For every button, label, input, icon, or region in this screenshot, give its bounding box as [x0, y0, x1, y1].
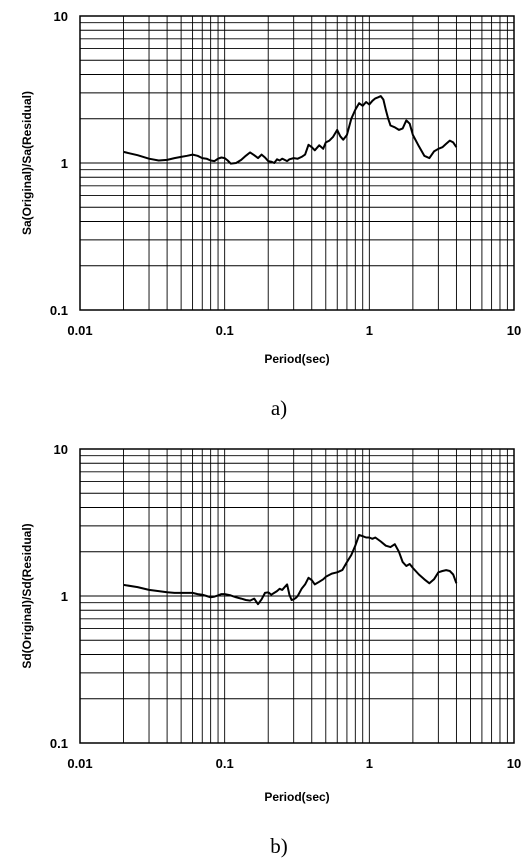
x-axis-label: Period(sec) [264, 352, 329, 366]
plot-frame [79, 15, 515, 311]
y-axis-label: Sd(Original)/Sd(Residual) [20, 523, 34, 668]
grid-lines [80, 449, 514, 743]
panel-caption: b) [270, 834, 288, 858]
panel-caption: a) [271, 396, 287, 420]
y-tick-label: 10 [54, 442, 68, 457]
x-axis-label: Period(sec) [264, 790, 329, 804]
y-tick-label: 1 [61, 589, 68, 604]
x-tick-label: 0.01 [67, 756, 92, 771]
x-tick-labels: 0.01 0.1 1 10 [67, 756, 521, 771]
chart-panel-b: 0.01 0.1 1 10 0.1 1 10 Period(sec) Sd(Origina… [20, 442, 521, 858]
y-tick-label: 0.1 [50, 736, 68, 751]
x-tick-label: 1 [366, 756, 373, 771]
grid-lines [80, 16, 514, 310]
series-line [123, 534, 458, 606]
x-tick-label: 10 [507, 323, 521, 338]
y-tick-label: 10 [54, 9, 68, 24]
series-group [123, 95, 458, 165]
plot-border [79, 448, 515, 744]
y-tick-labels: 0.1 1 10 [50, 442, 68, 751]
x-tick-label: 0.1 [216, 323, 234, 338]
plot-border [79, 15, 515, 311]
y-tick-label: 1 [61, 156, 68, 171]
x-tick-label: 0.01 [67, 323, 92, 338]
x-tick-label: 10 [507, 756, 521, 771]
y-tick-labels: 0.1 1 10 [50, 9, 68, 318]
x-tick-label: 1 [366, 323, 373, 338]
plot-frame [79, 448, 515, 744]
series-line [123, 95, 458, 165]
x-tick-labels: 0.01 0.1 1 10 [67, 323, 521, 338]
y-axis-label: Sa(Original)/Sa(Residual) [20, 91, 34, 235]
x-tick-label: 0.1 [216, 756, 234, 771]
chart-panel-a: 0.01 0.1 1 10 0.1 1 10 Period(sec) Sa(Origina… [20, 9, 521, 420]
series-group [123, 534, 458, 606]
y-tick-label: 0.1 [50, 303, 68, 318]
